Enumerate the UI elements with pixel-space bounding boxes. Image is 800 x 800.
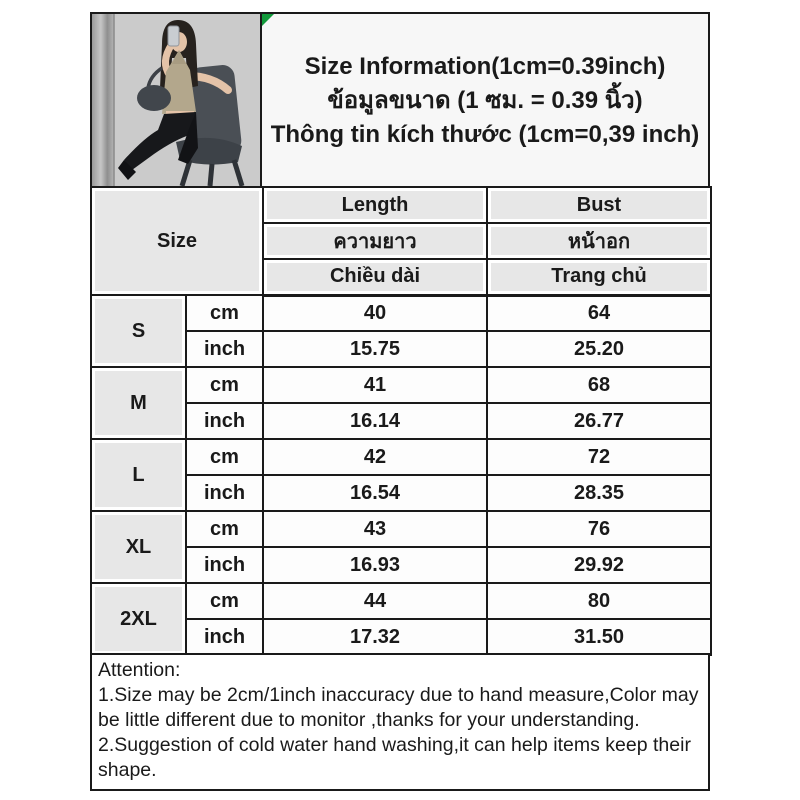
unit-label: inch [185,474,264,512]
value-length-inch: 16.54 [262,474,488,512]
col-header-bust-en: Bust [486,186,712,224]
value-length-cm: 41 [262,366,488,404]
size-label-xl: XL [90,510,187,584]
value-bust-inch: 29.92 [486,546,712,584]
table-row: inch 17.32 31.50 [91,618,712,656]
col-header-length-vi: Chiều dài [262,258,488,297]
size-chart-page: Size Information(1cm=0.39inch) ข้อมูลขนา… [90,12,712,791]
unit-label: cm [185,294,264,332]
value-length-cm: 42 [262,438,488,476]
table-row: M cm 41 68 [90,366,712,440]
value-bust-inch: 26.77 [486,402,712,440]
unit-label: cm [185,366,264,404]
value-bust-inch: 31.50 [486,618,712,656]
attention-heading: Attention: [98,659,181,681]
unit-label: cm [185,438,264,476]
unit-label: inch [185,402,264,440]
unit-label: cm [185,582,264,620]
attention-line-1: 1.Size may be 2cm/1inch inaccuracy due t… [98,684,699,731]
size-label-2xl: 2XL [90,582,187,656]
size-corner-header: Size [90,186,264,296]
table-row: inch 16.14 26.77 [91,402,712,440]
value-bust-cm: 68 [486,366,712,404]
size-label-m: M [90,366,187,440]
value-length-cm: 40 [262,294,488,332]
attention-line-2: 2.Suggestion of cold water hand washing,… [98,734,691,781]
title-thai: ข้อมูลขนาด (1 ซม. = 0.39 นิ้ว) [327,86,643,114]
value-length-cm: 43 [262,510,488,548]
value-length-inch: 15.75 [262,330,488,368]
table-row: S cm 40 64 [90,294,712,368]
value-length-inch: 16.14 [262,402,488,440]
unit-label: inch [185,618,264,656]
attention-note: Attention: 1.Size may be 2cm/1inch inacc… [90,653,710,791]
table-row: inch 16.93 29.92 [91,546,712,584]
value-length-inch: 16.93 [262,546,488,584]
value-bust-cm: 72 [486,438,712,476]
unit-label: cm [185,510,264,548]
size-table: Size Length Bust ความยาว หน้าอก Chiều dà… [90,186,712,656]
value-bust-inch: 28.35 [486,474,712,512]
model-selfie-photo [92,14,260,186]
col-header-length-th: ความยาว [262,222,488,260]
col-header-length-en: Length [262,186,488,224]
top-section: Size Information(1cm=0.39inch) ข้อมูลขนา… [90,12,710,188]
title-vietnamese: Thông tin kích thước (1cm=0,39 inch) [270,120,700,148]
table-row: inch 16.54 28.35 [91,474,712,512]
col-header-bust-vi: Trang chủ [486,258,712,297]
value-bust-cm: 64 [486,294,712,332]
corner-marker-icon [262,14,274,26]
table-row: 2XL cm 44 80 [90,582,712,656]
table-row: inch 15.75 25.20 [91,330,712,368]
size-label-s: S [90,294,187,368]
value-length-cm: 44 [262,582,488,620]
value-bust-inch: 25.20 [486,330,712,368]
col-header-bust-th: หน้าอก [486,222,712,260]
title-english: Size Information(1cm=0.39inch) [304,52,666,80]
title-box: Size Information(1cm=0.39inch) ข้อมูลขนา… [262,12,710,188]
product-photo [90,12,262,188]
table-row: L cm 42 72 [90,438,712,512]
value-bust-cm: 80 [486,582,712,620]
unit-label: inch [185,546,264,584]
table-row: XL cm 43 76 [90,510,712,584]
value-length-inch: 17.32 [262,618,488,656]
unit-label: inch [185,330,264,368]
value-bust-cm: 76 [486,510,712,548]
size-label-l: L [90,438,187,512]
